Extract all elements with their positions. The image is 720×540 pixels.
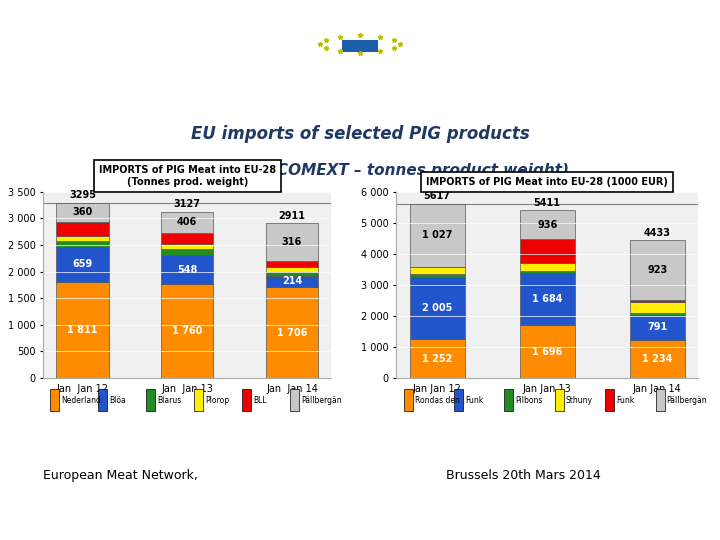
Bar — [266, 261, 318, 267]
Text: 360: 360 — [72, 207, 93, 217]
Text: 548: 548 — [177, 265, 197, 275]
Text: 406: 406 — [177, 218, 197, 227]
Text: Blöa: Blöa — [109, 396, 126, 404]
Bar — [520, 263, 575, 271]
Text: 1 234: 1 234 — [642, 354, 672, 364]
Bar — [410, 274, 464, 277]
Bar — [161, 249, 213, 255]
Bar — [266, 267, 318, 272]
Bar — [56, 247, 109, 281]
Text: Funk: Funk — [465, 396, 483, 404]
Text: 659: 659 — [72, 259, 93, 269]
Bar — [56, 222, 109, 237]
Bar — [290, 389, 299, 411]
Text: 1 252: 1 252 — [422, 354, 452, 363]
Bar — [520, 210, 575, 239]
Text: 5617: 5617 — [424, 191, 451, 201]
Text: 1 684: 1 684 — [532, 294, 562, 304]
Bar — [266, 223, 318, 261]
Text: European Meat Network,: European Meat Network, — [43, 469, 198, 482]
Bar — [630, 313, 685, 315]
Bar — [161, 285, 213, 378]
Bar — [56, 241, 109, 247]
Text: Pällbergän: Pällbergän — [301, 396, 341, 404]
Text: 1 760: 1 760 — [172, 326, 202, 336]
Bar — [56, 281, 109, 378]
Text: EU imports of selected PIG products: EU imports of selected PIG products — [191, 125, 529, 143]
Text: 791: 791 — [647, 322, 667, 333]
Bar — [161, 233, 213, 244]
Text: Brussels 20th Mars 2014: Brussels 20th Mars 2014 — [446, 469, 601, 482]
Bar — [630, 302, 685, 313]
Bar — [342, 40, 378, 52]
Bar — [243, 389, 251, 411]
Bar — [266, 287, 318, 378]
Text: Plorop: Plorop — [205, 396, 229, 404]
Text: Pilbons: Pilbons — [516, 396, 543, 404]
Bar — [520, 325, 575, 378]
Bar — [520, 271, 575, 273]
Text: 1 811: 1 811 — [67, 325, 98, 335]
Bar — [554, 389, 564, 411]
Text: Blarus: Blarus — [157, 396, 181, 404]
Title: IMPORTS of PIG Meat into EU-28 (1000 EUR): IMPORTS of PIG Meat into EU-28 (1000 EUR… — [426, 177, 668, 187]
Text: 2911: 2911 — [279, 211, 305, 221]
Text: BLL: BLL — [253, 396, 266, 404]
Bar — [520, 239, 575, 263]
Bar — [630, 300, 685, 302]
Bar — [410, 339, 464, 378]
Text: 1 696: 1 696 — [532, 347, 562, 356]
Bar — [56, 237, 109, 241]
Text: 1 027: 1 027 — [422, 230, 452, 240]
Text: Trade figures (COMEXT – tonnes product weight): Trade figures (COMEXT – tonnes product w… — [151, 163, 569, 178]
Text: European
Commission: European Commission — [341, 73, 379, 84]
Text: 3127: 3127 — [174, 199, 201, 210]
Bar — [194, 389, 203, 411]
Text: Sthuny: Sthuny — [566, 396, 593, 404]
Text: 936: 936 — [537, 220, 557, 229]
Bar — [161, 244, 213, 249]
Bar — [410, 277, 464, 339]
Bar — [655, 389, 665, 411]
Text: 52: 52 — [348, 507, 372, 525]
Text: Rondas den: Rondas den — [415, 396, 459, 404]
Title: IMPORTS of PIG Meat into EU-28
(Tonnes prod. weight): IMPORTS of PIG Meat into EU-28 (Tonnes p… — [99, 165, 276, 187]
Bar — [410, 204, 464, 267]
Text: 4433: 4433 — [644, 228, 670, 238]
Bar — [161, 212, 213, 233]
Text: 316: 316 — [282, 237, 302, 247]
Bar — [630, 315, 685, 340]
Text: Funk: Funk — [616, 396, 634, 404]
Text: 3295: 3295 — [69, 191, 96, 200]
Text: 2 005: 2 005 — [422, 303, 452, 313]
Text: 1 706: 1 706 — [276, 328, 307, 338]
Bar — [520, 273, 575, 325]
Bar — [99, 389, 107, 411]
Text: 5411: 5411 — [534, 198, 561, 208]
Bar — [454, 389, 463, 411]
Bar — [630, 240, 685, 300]
Bar — [404, 389, 413, 411]
Bar — [50, 389, 59, 411]
Bar — [266, 276, 318, 287]
Bar — [504, 389, 513, 411]
Text: Pällbergän: Pällbergän — [667, 396, 707, 404]
Bar — [630, 340, 685, 378]
Bar — [410, 267, 464, 274]
Bar — [605, 389, 614, 411]
Text: 214: 214 — [282, 276, 302, 287]
Bar — [56, 202, 109, 222]
Bar — [161, 255, 213, 285]
Text: 923: 923 — [647, 265, 667, 275]
Text: Nederland: Nederland — [61, 396, 101, 404]
Bar — [266, 272, 318, 276]
Bar — [146, 389, 155, 411]
